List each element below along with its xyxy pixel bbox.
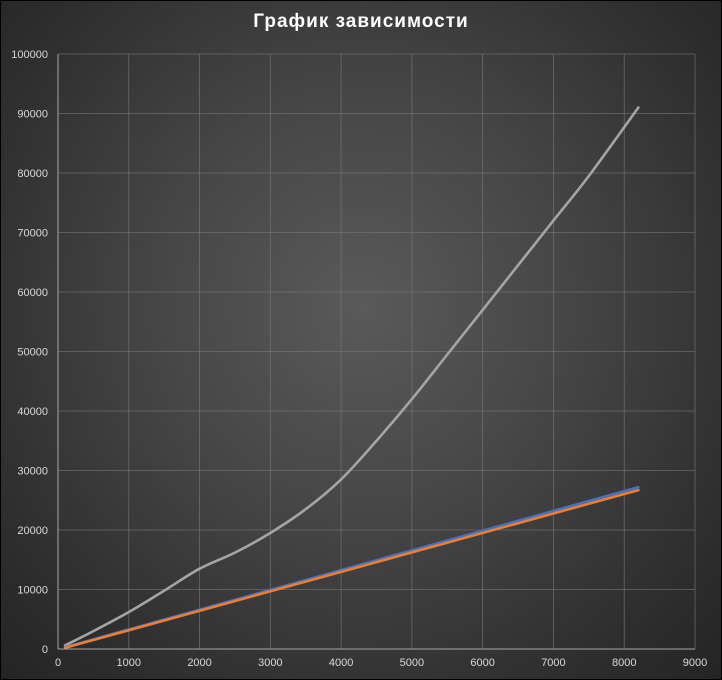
x-tick-label: 3000 xyxy=(258,657,282,669)
series-line-1 xyxy=(63,106,640,647)
x-tick-label: 6000 xyxy=(470,657,494,669)
y-tick-label: 0 xyxy=(42,644,48,656)
y-tick-label: 80000 xyxy=(17,168,48,180)
x-tick-label: 5000 xyxy=(400,657,424,669)
series-layer xyxy=(63,106,640,650)
y-tick-label: 90000 xyxy=(17,109,48,121)
y-tick-label: 70000 xyxy=(17,228,48,240)
tick-label-layer: 0 1000 2000 3000 4000 5000 6000 7000 8000 9000010… xyxy=(11,49,707,669)
grid-layer xyxy=(58,53,696,649)
x-tick-label: 7000 xyxy=(541,657,565,669)
series-line-3 xyxy=(63,488,640,650)
y-tick-label: 60000 xyxy=(17,287,48,299)
y-tick-label: 20000 xyxy=(17,525,48,537)
x-tick-label: 0 xyxy=(55,657,61,669)
y-tick-label: 10000 xyxy=(17,585,48,597)
y-tick-label: 30000 xyxy=(17,466,48,478)
y-tick-label: 100000 xyxy=(11,49,48,61)
x-tick-label: 8000 xyxy=(612,657,636,669)
x-tick-label: 1000 xyxy=(117,657,141,669)
y-tick-label: 40000 xyxy=(17,406,48,418)
y-tick-label: 50000 xyxy=(17,347,48,359)
axis-layer xyxy=(57,54,695,650)
x-tick-label: 4000 xyxy=(329,657,353,669)
x-tick-label: 9000 xyxy=(683,657,707,669)
x-tick-label: 2000 xyxy=(187,657,211,669)
chart-title: График зависимости xyxy=(253,11,469,32)
